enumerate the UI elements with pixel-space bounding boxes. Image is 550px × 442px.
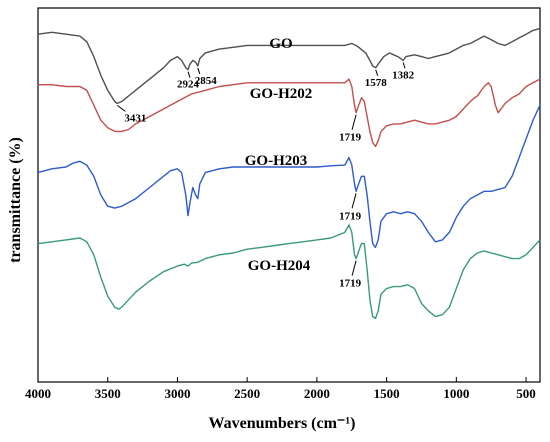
series-label-go: GO (269, 36, 292, 52)
peak-arrow (402, 62, 406, 69)
series-line-go-h202 (38, 78, 541, 148)
peak-arrow (351, 260, 357, 276)
x-tick-label: 1500 (374, 386, 400, 401)
peak-label: 1719 (339, 210, 362, 222)
peak-label: 2854 (195, 75, 218, 87)
series-line-go-h203 (37, 104, 541, 249)
peak-label: 1578 (365, 77, 388, 89)
x-axis-title: Wavenumbers (cm⁻¹) (209, 415, 356, 432)
peak-arrow (117, 104, 126, 112)
peak-arrow (351, 193, 357, 209)
series-line-go (37, 27, 541, 105)
x-tick-label: 2500 (234, 386, 260, 401)
series-label-go-h203: GO-H203 (245, 153, 308, 169)
x-tick-label: 2000 (304, 386, 330, 401)
peak-arrow (187, 71, 191, 78)
series-label-go-h202: GO-H202 (250, 86, 313, 102)
x-tick-label: 1000 (443, 386, 469, 401)
x-tick-label: 4000 (25, 386, 51, 401)
peak-label: 3431 (124, 112, 146, 124)
x-axis-ticks: 4000 3500 3000 2500 2000 1500 1000 500 (25, 377, 536, 401)
peak-label: 1719 (339, 278, 362, 290)
peak-label: 2924 (177, 79, 200, 91)
x-tick-label: 3000 (164, 386, 190, 401)
peak-arrow (351, 114, 357, 130)
peak-label: 1382 (392, 69, 415, 81)
x-tick-label: 3500 (95, 386, 121, 401)
plot-frame (37, 7, 541, 383)
peak-arrow (197, 67, 201, 75)
peak-label: 1719 (339, 132, 362, 144)
x-tick-label: 500 (516, 386, 536, 401)
series-label-go-h204: GO-H204 (248, 258, 311, 274)
peak-arrow (375, 69, 379, 76)
y-axis-title: transmittance (%) (7, 137, 24, 263)
series-line-go-h204 (37, 224, 541, 320)
series-layer (37, 27, 541, 320)
